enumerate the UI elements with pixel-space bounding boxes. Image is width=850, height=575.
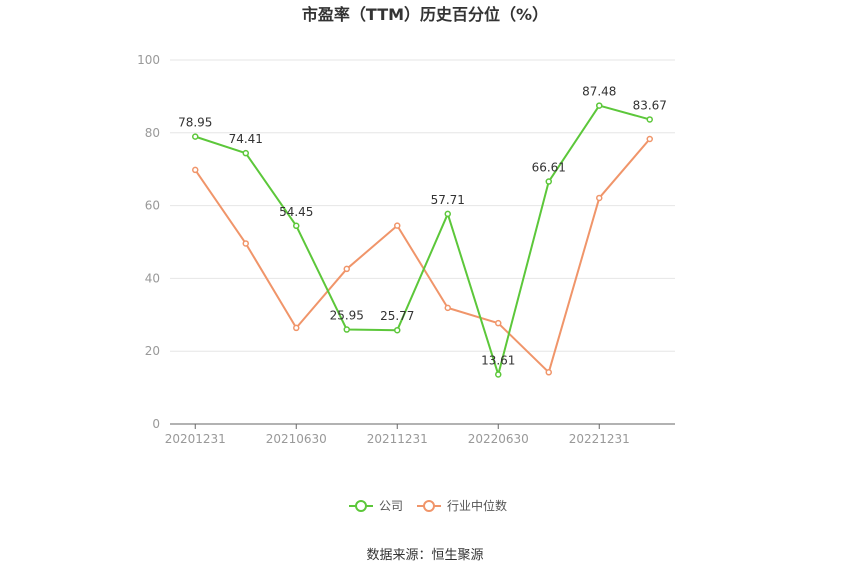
data-point[interactable]: [496, 372, 501, 377]
data-point[interactable]: [445, 305, 450, 310]
y-tick-label: 60: [145, 199, 160, 213]
data-point[interactable]: [193, 134, 198, 139]
data-point[interactable]: [647, 136, 652, 141]
series-line: [195, 139, 650, 372]
x-tick-label: 20210630: [266, 432, 327, 446]
data-label: 83.67: [633, 98, 667, 112]
chart-title: 市盈率（TTM）历史百分位（%）: [302, 5, 548, 24]
data-point[interactable]: [395, 223, 400, 228]
data-point[interactable]: [546, 179, 551, 184]
x-tick-label: 20220630: [468, 432, 529, 446]
data-point[interactable]: [243, 241, 248, 246]
x-tick-label: 20201231: [165, 432, 226, 446]
y-tick-label: 20: [145, 344, 160, 358]
legend-item[interactable]: 行业中位数: [417, 498, 507, 513]
legend-item[interactable]: 公司: [349, 499, 403, 513]
data-label: 25.77: [380, 309, 414, 323]
y-tick-label: 80: [145, 126, 160, 140]
data-point[interactable]: [294, 223, 299, 228]
data-label: 87.48: [582, 85, 616, 99]
data-label: 78.95: [178, 116, 212, 130]
data-point[interactable]: [344, 327, 349, 332]
y-tick-label: 0: [152, 417, 160, 431]
legend-label: 行业中位数: [447, 498, 507, 513]
data-label: 13.61: [481, 353, 515, 367]
data-source: 数据来源：恒生聚源: [366, 548, 483, 563]
legend[interactable]: 公司 行业中位数: [349, 498, 507, 513]
data-point[interactable]: [395, 328, 400, 333]
x-tick-label: 20211231: [367, 432, 428, 446]
data-point[interactable]: [193, 167, 198, 172]
legend-marker-icon: [356, 501, 366, 511]
data-point[interactable]: [546, 370, 551, 375]
data-point[interactable]: [243, 151, 248, 156]
legend-marker-icon: [424, 501, 434, 511]
series-line: [195, 106, 650, 375]
data-labels: 78.95 74.41 54.45 25.95 25.77 57.71 13.61 66.61…: [178, 85, 667, 368]
data-label: 74.41: [229, 132, 263, 146]
data-point[interactable]: [597, 103, 602, 108]
data-point[interactable]: [496, 321, 501, 326]
y-tick-label: 100: [137, 53, 160, 67]
data-point[interactable]: [647, 117, 652, 122]
data-point[interactable]: [597, 195, 602, 200]
data-point[interactable]: [445, 211, 450, 216]
data-label: 66.61: [532, 161, 566, 175]
data-label: 57.71: [431, 193, 465, 207]
data-point[interactable]: [344, 266, 349, 271]
data-label: 54.45: [279, 205, 313, 219]
legend-label: 公司: [379, 499, 403, 513]
data-point[interactable]: [294, 325, 299, 330]
y-tick-label: 40: [145, 271, 160, 285]
data-label: 25.95: [330, 309, 364, 323]
x-tick-label: 20221231: [569, 432, 630, 446]
